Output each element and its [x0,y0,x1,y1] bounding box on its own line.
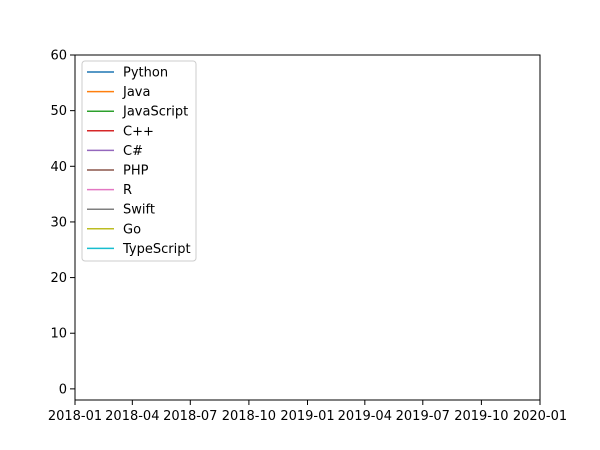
x-tick-label: 2019-04 [338,409,392,424]
y-axis: 0 10 20 30 40 50 60 [50,49,75,397]
legend-entry-label: TypeScript [122,242,191,257]
x-tick-label: 2019-01 [280,409,334,424]
legend: Python Java JavaScript C++ C# PHP R Swift Go Type… [81,60,197,262]
y-tick-label: 60 [50,49,67,64]
x-tick-label: 2018-04 [105,409,159,424]
legend-entry-label: C# [123,144,143,159]
x-tick-label: 2020-01 [513,409,567,424]
legend-entry-label: Swift [123,203,155,218]
y-tick-label: 30 [50,215,67,230]
y-tick-label: 40 [50,160,67,175]
legend-entry-label: C++ [123,124,154,139]
legend-entry-label: JavaScript [122,105,188,120]
x-tick-label: 2018-07 [163,409,217,424]
x-axis: 2018-01 2018-04 2018-07 2018-10 2019-01 2019-… [48,400,567,424]
legend-entry-label: Java [122,85,150,100]
y-tick-label: 0 [59,382,67,397]
legend-entry-label: Python [123,66,168,81]
plot-frame [74,54,541,401]
x-tick-label: 2019-10 [454,409,508,424]
legend-entry-label: PHP [123,164,149,179]
x-tick-label: 2018-10 [222,409,276,424]
legend-entry-label: R [123,183,132,198]
x-tick-label: 2018-01 [48,409,102,424]
legend-entry-label: Go [123,222,141,237]
y-tick-label: 20 [50,271,67,286]
x-tick-label: 2019-07 [396,409,450,424]
y-tick-label: 10 [50,327,67,342]
y-tick-label: 50 [50,104,67,119]
